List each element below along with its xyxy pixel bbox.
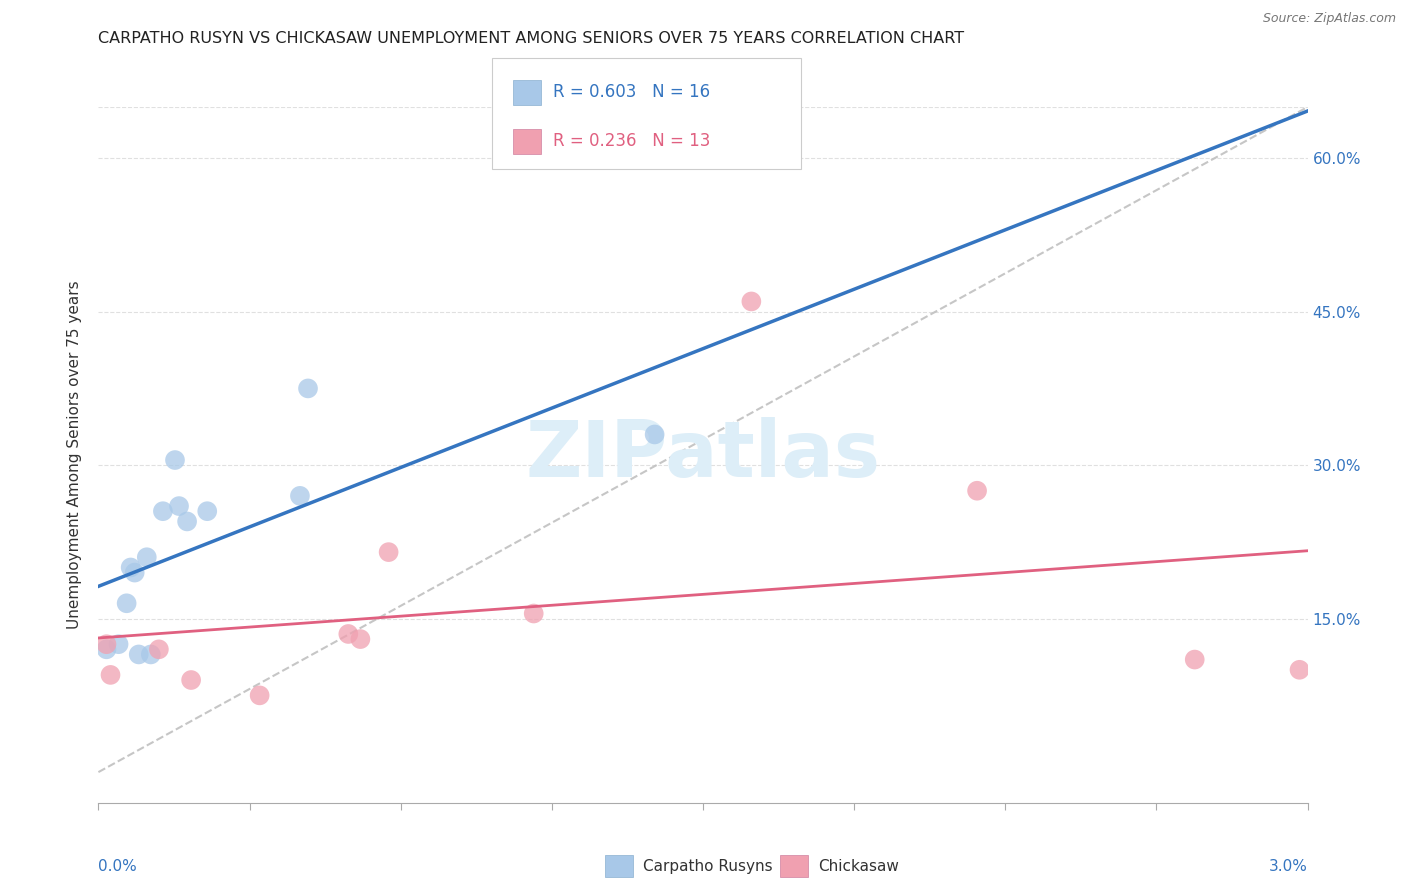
Point: [115, 596, 138, 610]
Point: [297, 381, 319, 395]
Point: [152, 504, 174, 518]
Point: [107, 637, 129, 651]
Point: [349, 632, 371, 646]
Text: Carpatho Rusyns: Carpatho Rusyns: [643, 859, 772, 873]
Point: [139, 648, 162, 662]
Point: [96, 642, 118, 657]
Point: [523, 607, 546, 621]
Point: [124, 566, 146, 580]
Text: 0.0%: 0.0%: [98, 859, 138, 874]
Point: [163, 453, 186, 467]
Point: [135, 550, 157, 565]
Point: [148, 642, 170, 657]
Text: 3.0%: 3.0%: [1268, 859, 1308, 874]
Point: [337, 627, 360, 641]
Text: ZIPatlas: ZIPatlas: [526, 417, 880, 493]
Point: [120, 560, 142, 574]
Point: [100, 668, 122, 682]
Point: [1288, 663, 1310, 677]
Point: [1184, 652, 1206, 666]
Point: [128, 648, 150, 662]
Point: [167, 499, 190, 513]
Point: [96, 637, 118, 651]
Point: [740, 294, 762, 309]
Point: [180, 673, 202, 687]
Point: [966, 483, 988, 498]
Text: CARPATHO RUSYN VS CHICKASAW UNEMPLOYMENT AMONG SENIORS OVER 75 YEARS CORRELATION: CARPATHO RUSYN VS CHICKASAW UNEMPLOYMENT…: [98, 31, 965, 46]
Point: [288, 489, 311, 503]
Point: [377, 545, 399, 559]
Point: [195, 504, 218, 518]
Point: [176, 515, 198, 529]
Point: [249, 689, 271, 703]
Text: R = 0.236   N = 13: R = 0.236 N = 13: [553, 132, 710, 150]
Y-axis label: Unemployment Among Seniors over 75 years: Unemployment Among Seniors over 75 years: [67, 281, 83, 629]
Text: R = 0.603   N = 16: R = 0.603 N = 16: [553, 83, 710, 101]
Point: [644, 427, 666, 442]
Text: Chickasaw: Chickasaw: [818, 859, 900, 873]
Text: Source: ZipAtlas.com: Source: ZipAtlas.com: [1263, 12, 1396, 25]
